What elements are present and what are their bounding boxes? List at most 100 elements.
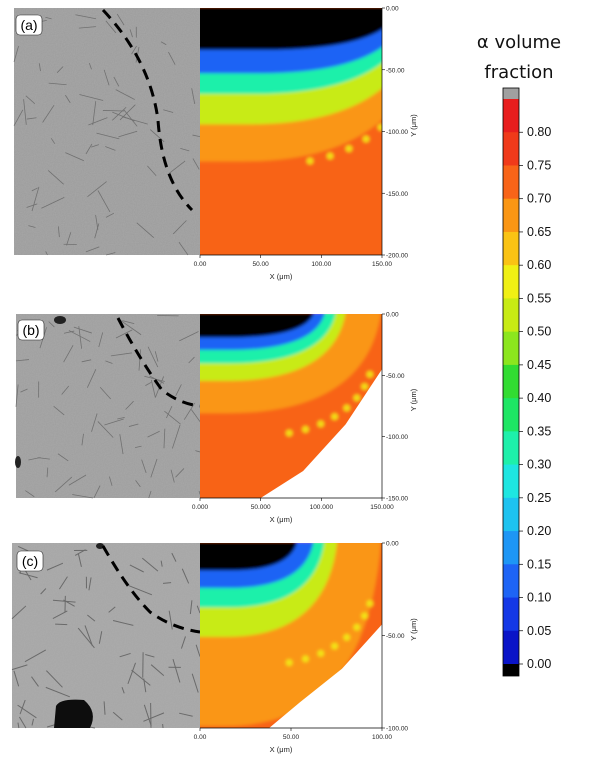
colorbar-band bbox=[503, 298, 519, 333]
contour-spot bbox=[306, 157, 314, 165]
panel-label-c: (c) bbox=[16, 550, 44, 572]
contour-spot bbox=[331, 642, 339, 650]
x-tick-label: 0.00 bbox=[194, 261, 207, 268]
contour-level bbox=[200, 8, 382, 50]
contour-spot bbox=[366, 370, 374, 378]
x-axis-label: X (μm) bbox=[270, 515, 293, 524]
colorbar-band bbox=[503, 630, 519, 665]
colorbar-tick-label: 0.30 bbox=[527, 458, 551, 472]
colorbar-tick-label: 0.65 bbox=[527, 225, 551, 239]
colorbar-band bbox=[503, 497, 519, 532]
colorbar-tick-label: 0.15 bbox=[527, 557, 551, 571]
svg-text:(b): (b) bbox=[22, 322, 39, 338]
x-tick-label: 50.00 bbox=[283, 734, 300, 741]
colorbar-tick-label: 0.70 bbox=[527, 192, 551, 206]
contour-spot bbox=[377, 123, 382, 131]
colorbar-band-overflow bbox=[503, 88, 519, 99]
y-tick-label: -100.00 bbox=[386, 434, 408, 441]
contour-spot bbox=[343, 633, 351, 641]
x-tick-label: 0.00 bbox=[194, 734, 207, 741]
colorbar-tick-label: 0.40 bbox=[527, 391, 551, 405]
colorbar-band bbox=[503, 265, 519, 299]
boundary-line-c bbox=[101, 545, 201, 634]
colorbar-tick-label: 0.50 bbox=[527, 325, 551, 339]
colorbar-tick-label: 0.10 bbox=[527, 591, 551, 605]
y-axis-label: Y (μm) bbox=[409, 618, 418, 641]
contour-spot bbox=[362, 135, 370, 143]
colorbar-band bbox=[503, 398, 519, 432]
contour-map-a bbox=[200, 8, 413, 255]
contour-spot bbox=[353, 623, 361, 631]
colorbar-band bbox=[503, 331, 519, 366]
colorbar-tick-label: 0.20 bbox=[527, 524, 551, 538]
x-axis-label: X (μm) bbox=[270, 272, 293, 281]
contour-spot bbox=[343, 404, 351, 412]
contour-spot bbox=[301, 425, 309, 433]
contour-spot bbox=[353, 394, 361, 402]
y-tick-label: -50.00 bbox=[386, 633, 405, 640]
colorbar-tick-label: 0.25 bbox=[527, 491, 551, 505]
colorbar-tick-label: 0.45 bbox=[527, 358, 551, 372]
contour-spot bbox=[285, 429, 293, 437]
panel-label-a: (a) bbox=[15, 14, 43, 36]
contour-level bbox=[200, 543, 297, 571]
y-tick-label: 0.00 bbox=[386, 6, 399, 13]
y-axis-label: Y (μm) bbox=[409, 388, 418, 411]
colorbar-band bbox=[503, 431, 519, 465]
x-axis-label: X (μm) bbox=[270, 745, 293, 754]
contour-spot bbox=[366, 600, 374, 608]
contour-spot bbox=[317, 649, 325, 657]
colorbar-band bbox=[503, 364, 519, 399]
colorbar-band bbox=[503, 231, 519, 266]
contour-spot bbox=[390, 110, 397, 117]
x-tick-label: 150.00 bbox=[372, 261, 392, 268]
colorbar-band bbox=[503, 198, 519, 233]
colorbar-band bbox=[503, 464, 519, 499]
colorbar-tick-label: 0.35 bbox=[527, 424, 551, 438]
colorbar: α volume fraction 0.00 0.05 0.10 0.15 0.20 0.… bbox=[477, 32, 561, 677]
x-tick-label: 50.000 bbox=[251, 504, 271, 511]
y-tick-label: -100.00 bbox=[386, 726, 408, 733]
boundary-line-a bbox=[101, 8, 194, 212]
micrograph-b bbox=[15, 314, 201, 499]
colorbar-title-line1: α volume bbox=[477, 32, 561, 53]
x-tick-label: 100.00 bbox=[372, 734, 392, 741]
y-tick-label: -150.00 bbox=[386, 191, 408, 198]
x-tick-label: 100.000 bbox=[310, 504, 334, 511]
colorbar-tick-label: 0.80 bbox=[527, 125, 551, 139]
contour-spot bbox=[326, 152, 334, 160]
y-tick-label: 0.00 bbox=[386, 312, 399, 319]
contour-spot bbox=[285, 659, 293, 667]
colorbar-title-line2: fraction bbox=[484, 62, 553, 83]
colorbar-band bbox=[503, 564, 519, 598]
svg-text:(a): (a) bbox=[20, 17, 37, 33]
x-tick-label: 50.00 bbox=[253, 261, 270, 268]
colorbar-band bbox=[503, 165, 519, 200]
contour-spot bbox=[361, 383, 369, 391]
contour-map-c bbox=[200, 543, 382, 728]
contour-spot bbox=[345, 145, 353, 153]
y-tick-label: -50.00 bbox=[386, 67, 405, 74]
contour-spot bbox=[406, 79, 413, 86]
no-data-region bbox=[260, 369, 382, 498]
contour-spot bbox=[399, 95, 406, 102]
colorbar-band bbox=[503, 132, 519, 166]
colorbar-band bbox=[503, 531, 519, 565]
colorbar-tick-label: 0.00 bbox=[527, 657, 551, 671]
micrograph-a bbox=[13, 8, 201, 256]
axes-b: 0.000 50.000 100.000 150.000 0.00 -50.00 -100.… bbox=[192, 312, 418, 525]
y-axis-label: Y (μm) bbox=[409, 114, 418, 137]
panel-label-b: (b) bbox=[17, 319, 45, 341]
x-tick-label: 0.000 bbox=[192, 504, 209, 511]
y-tick-label: -100.00 bbox=[386, 129, 408, 136]
x-tick-label: 150.000 bbox=[370, 504, 394, 511]
colorbar-band-underflow bbox=[503, 664, 519, 676]
micrograph-c bbox=[11, 543, 201, 729]
y-tick-label: 0.00 bbox=[386, 541, 399, 548]
contour-map-b bbox=[200, 314, 382, 498]
y-tick-label: -50.00 bbox=[386, 373, 405, 380]
contour-spot bbox=[301, 655, 309, 663]
axes-c: 0.00 50.00 100.00 0.00 -50.00 -100.00 X (μm) Y … bbox=[194, 541, 418, 755]
colorbar-tick-label: 0.05 bbox=[527, 624, 551, 638]
